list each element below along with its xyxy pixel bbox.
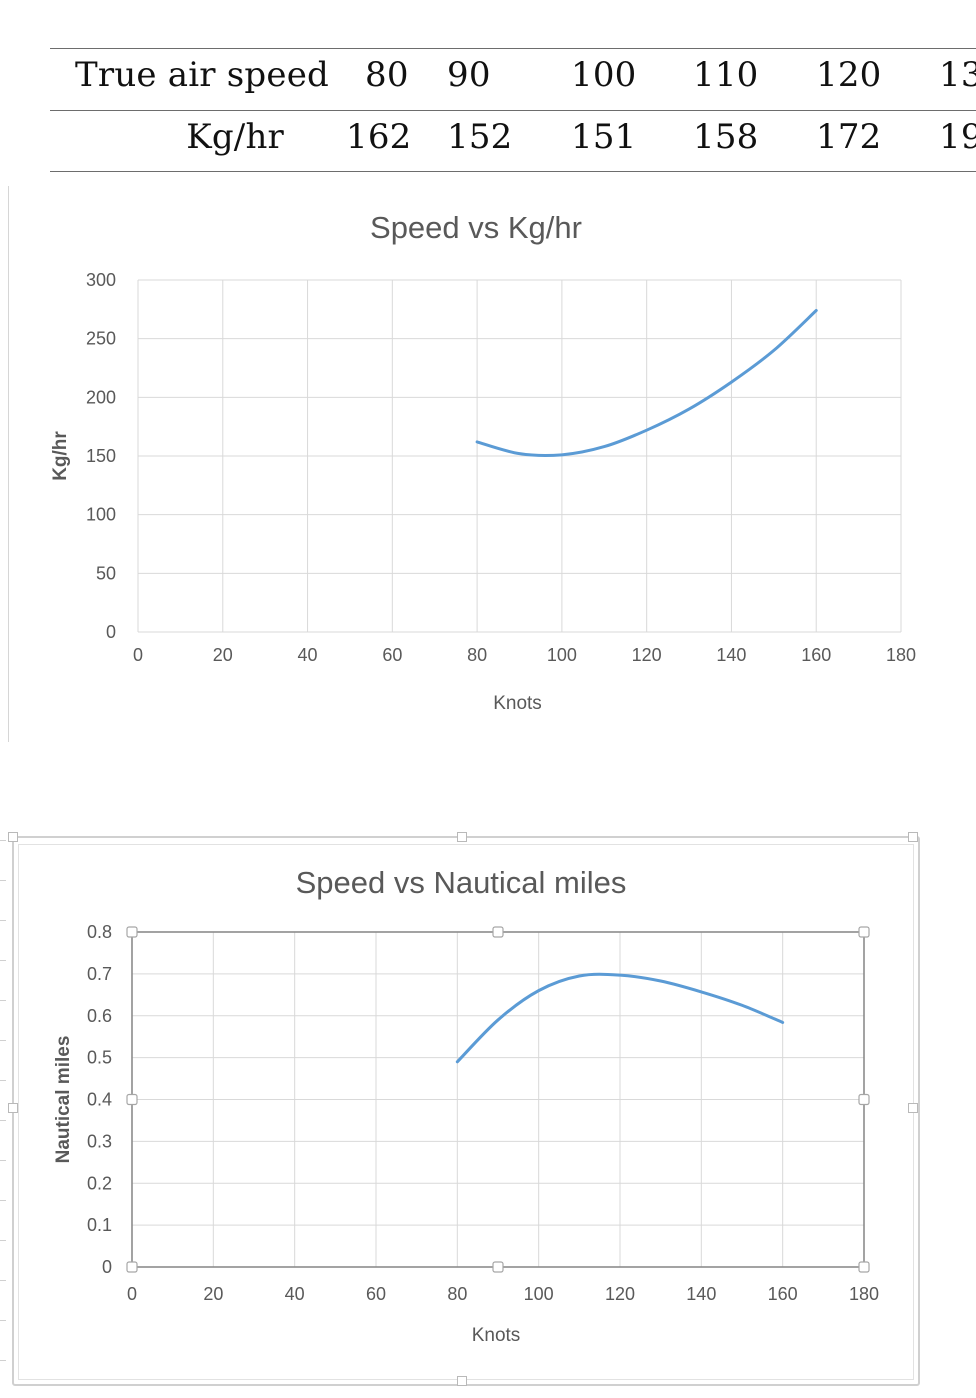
- chart-resize-handle[interactable]: [457, 832, 467, 842]
- table-cell: 151: [571, 117, 637, 157]
- y-tick-label: 150: [86, 446, 116, 466]
- chart-resize-handle[interactable]: [457, 1376, 467, 1386]
- y-tick-label: 0.4: [87, 1090, 112, 1110]
- y-tick-label: 250: [86, 329, 116, 349]
- series-line: [475, 309, 818, 458]
- ruler-tick: [0, 880, 6, 881]
- table-cell: 100: [571, 55, 637, 95]
- plot-resize-handle[interactable]: [126, 1093, 138, 1106]
- x-tick-label: 20: [213, 645, 233, 665]
- plot-resize-handle[interactable]: [126, 1261, 138, 1273]
- x-tick-label: 80: [447, 1284, 467, 1304]
- y-tick-label: 0.3: [87, 1131, 112, 1151]
- ruler-tick: [0, 840, 6, 841]
- plot-resize-handle[interactable]: [858, 926, 870, 938]
- ruler-tick: [0, 1320, 6, 1321]
- y-tick-label: 0.5: [87, 1048, 112, 1068]
- x-tick-label: 20: [203, 1284, 223, 1304]
- table-cell: 13: [939, 55, 976, 95]
- plot-resize-handle[interactable]: [492, 1261, 504, 1273]
- x-tick-label: 60: [382, 645, 402, 665]
- y-tick-label: 0.2: [87, 1173, 112, 1193]
- ruler-tick: [0, 1080, 6, 1081]
- series-line: [455, 972, 785, 1064]
- table-cell: 19: [939, 117, 976, 157]
- table-cell: 172: [816, 117, 882, 157]
- ruler-tick: [0, 1040, 6, 1041]
- y-tick-label: 0.8: [87, 922, 112, 942]
- x-tick-label: 40: [285, 1284, 305, 1304]
- chart-speed-vs-nautical-miles: 0 0.1 0.2 0.3 0.4 0.5 0.6 0.7 0.8 0 20 40 60 80 100 120…: [53, 865, 879, 1346]
- x-tick-label: 80: [467, 645, 487, 665]
- ruler-tick: [0, 1160, 6, 1161]
- ruler-tick: [0, 960, 6, 961]
- y-tick-label: 0.7: [87, 964, 112, 984]
- row-label-kg-hr: Kg/hr: [186, 117, 284, 157]
- chart-resize-handle[interactable]: [8, 1103, 18, 1113]
- x-tick-label: 120: [632, 645, 662, 665]
- x-tick-label: 160: [768, 1284, 798, 1304]
- x-axis-title: Knots: [472, 1325, 521, 1346]
- x-tick-label: 100: [547, 645, 577, 665]
- ruler-tick: [0, 1120, 6, 1121]
- x-tick-label: 180: [886, 645, 916, 665]
- y-tick-label: 0.1: [87, 1215, 112, 1235]
- x-tick-label: 40: [298, 645, 318, 665]
- chart-speed-vs-kg-hr: 0 50 100 150 200 250 300 0 20 40 60 80 100 120 140 160 1…: [50, 210, 916, 714]
- table-cell: 90: [447, 55, 491, 95]
- plot-resize-handle[interactable]: [858, 1261, 870, 1273]
- table-cell: 120: [816, 55, 882, 95]
- x-tick-label: 180: [849, 1284, 879, 1304]
- chart-title: Speed vs Nautical miles: [296, 865, 627, 900]
- y-axis-title: Nautical miles: [53, 1036, 74, 1164]
- table-cell: 162: [346, 117, 412, 157]
- chart-resize-handle[interactable]: [8, 832, 18, 842]
- table-cell: 80: [365, 55, 409, 95]
- chart-title: Speed vs Kg/hr: [370, 210, 582, 245]
- table-cell: 110: [693, 55, 759, 95]
- plot-resize-handle[interactable]: [858, 1093, 870, 1106]
- y-tick-label: 300: [86, 270, 116, 290]
- table-row-kg-hr: Kg/hr 162 152 151 158 172 19: [50, 110, 976, 171]
- ruler-tick: [0, 1000, 6, 1001]
- table-cell: 158: [693, 117, 759, 157]
- chart-resize-handle[interactable]: [908, 1103, 918, 1113]
- y-tick-label: 0: [106, 622, 116, 642]
- y-tick-label: 100: [86, 505, 116, 525]
- table-cell: 152: [447, 117, 513, 157]
- y-tick-label: 0: [102, 1257, 112, 1277]
- x-tick-label: 140: [716, 645, 746, 665]
- speed-fuel-table: True air speed 80 90 100 110 120 13 Kg/h…: [50, 48, 976, 172]
- ruler-tick: [0, 1200, 6, 1201]
- ruler-tick: [0, 1360, 6, 1361]
- ruler-tick: [0, 920, 6, 921]
- plot-resize-handle[interactable]: [492, 926, 504, 938]
- y-tick-label: 200: [86, 387, 116, 407]
- ruler-tick: [0, 1280, 6, 1281]
- y-tick-label: 50: [96, 563, 116, 583]
- x-tick-label: 0: [127, 1284, 137, 1304]
- ruler-tick: [0, 1240, 6, 1241]
- x-tick-label: 0: [133, 645, 143, 665]
- x-tick-label: 100: [524, 1284, 554, 1304]
- chart-frame-kg-hr: [8, 186, 971, 742]
- y-axis-title: Kg/hr: [50, 431, 71, 481]
- ruler-ticks: [0, 836, 8, 1382]
- plot-resize-handle[interactable]: [126, 926, 138, 938]
- y-tick-label: 0.6: [87, 1006, 112, 1026]
- row-label-true-air-speed: True air speed: [75, 55, 329, 95]
- x-tick-label: 140: [686, 1284, 716, 1304]
- x-axis-title: Knots: [493, 693, 542, 714]
- x-tick-label: 160: [801, 645, 831, 665]
- table-row-true-air-speed: True air speed 80 90 100 110 120 13: [50, 49, 976, 109]
- chart-resize-handle[interactable]: [908, 832, 918, 842]
- x-tick-label: 60: [366, 1284, 386, 1304]
- x-tick-label: 120: [605, 1284, 635, 1304]
